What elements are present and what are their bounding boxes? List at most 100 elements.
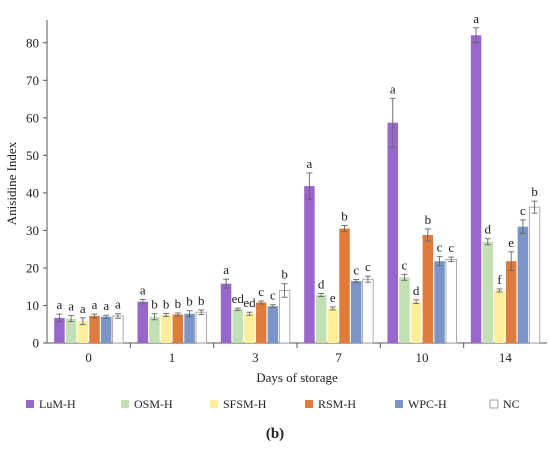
legend-label: SFSM-H — [223, 397, 267, 411]
bar-lum-h — [387, 122, 398, 343]
legend-swatch-osm-h — [121, 400, 129, 408]
x-tick-label: 0 — [85, 350, 92, 365]
bar-sfsm-h — [410, 301, 422, 343]
bar-sfsm-h — [327, 308, 339, 343]
significance-letter: c — [437, 240, 443, 255]
significance-letter: c — [365, 259, 371, 274]
significance-letter: b — [186, 294, 193, 309]
bar-sfsm-h — [160, 314, 172, 343]
significance-letter: a — [57, 297, 63, 312]
y-tick-label: 70 — [26, 73, 39, 88]
x-tick-label: 14 — [499, 350, 513, 365]
bar-wpc-h — [100, 316, 112, 343]
significance-letter: c — [448, 240, 454, 255]
significance-letter: c — [258, 284, 264, 299]
legend-label: RSM-H — [318, 397, 356, 411]
significance-letter: b — [425, 212, 432, 227]
significance-letter: b — [341, 209, 348, 224]
y-tick-label: 10 — [26, 298, 39, 313]
y-tick-label: 50 — [26, 148, 39, 163]
bar-osm-h — [149, 316, 160, 343]
bar-lum-h — [54, 317, 65, 343]
bar-sfsm-h — [77, 321, 89, 343]
panel-label: (b) — [266, 426, 284, 442]
bar-osm-h — [232, 309, 244, 343]
significance-letter: e — [508, 235, 514, 250]
bar-wpc-h — [184, 313, 195, 343]
legend-swatch-lum-h — [26, 400, 34, 408]
significance-letter: e — [330, 290, 336, 305]
significance-letter: d — [413, 283, 420, 298]
x-tick-label: 7 — [335, 350, 342, 365]
bar-wpc-h — [350, 281, 362, 343]
bar-wpc-h — [517, 226, 529, 343]
bar-rsm-h — [172, 314, 184, 343]
significance-letter: a — [390, 81, 396, 96]
legend-swatch-wpc-h — [395, 400, 403, 408]
significance-letter: a — [223, 262, 229, 277]
significance-letter: b — [531, 184, 538, 199]
bar-nc — [112, 315, 124, 344]
significance-letter: a — [307, 156, 313, 171]
bar-wpc-h — [434, 261, 445, 343]
bar-lum-h — [470, 35, 482, 344]
y-tick-label: 60 — [26, 110, 39, 125]
legend-swatch-nc — [489, 399, 499, 409]
x-tick-label: 1 — [169, 350, 176, 365]
significance-letter: a — [115, 297, 121, 312]
significance-letter: d — [485, 222, 492, 237]
legend-label: WPC-H — [408, 397, 447, 411]
bar-lum-h — [220, 283, 232, 343]
bar-sfsm-h — [494, 290, 505, 343]
significance-letter: b — [163, 296, 170, 311]
significance-letter: a — [80, 301, 86, 316]
significance-letter: a — [68, 299, 74, 314]
significance-letter: c — [402, 257, 408, 272]
significance-letter: b — [151, 297, 158, 312]
bar-osm-h — [399, 277, 410, 343]
x-tick-label: 10 — [416, 350, 429, 365]
significance-letter: b — [281, 267, 288, 282]
significance-letter: f — [497, 272, 502, 287]
significance-letter: c — [270, 288, 276, 303]
significance-letter: b — [198, 293, 205, 308]
bar-sfsm-h — [244, 313, 255, 343]
legend-swatch-rsm-h — [305, 400, 313, 408]
bar-rsm-h — [422, 234, 434, 343]
bar-rsm-h — [255, 302, 267, 343]
bar-nc — [528, 206, 541, 344]
y-tick-label: 80 — [26, 35, 39, 50]
y-tick-label: 0 — [33, 336, 40, 351]
significance-letter: a — [473, 11, 479, 26]
x-axis-title: Days of storage — [256, 370, 338, 385]
y-tick-label: 40 — [26, 185, 39, 200]
bar-osm-h — [65, 318, 77, 343]
bar-wpc-h — [267, 306, 279, 343]
x-tick-label: 3 — [252, 350, 259, 365]
bar-lum-h — [137, 301, 148, 343]
legend-label: OSM-H — [134, 397, 173, 411]
significance-letter: a — [92, 297, 98, 312]
bar-rsm-h — [339, 228, 350, 343]
bar-osm-h — [315, 294, 327, 343]
significance-letter: a — [103, 298, 109, 313]
legend-label: LuM-H — [39, 397, 76, 411]
y-axis-title: Anisidine Index — [4, 141, 19, 225]
legend-swatch-sfsm-h — [210, 400, 218, 408]
bar-rsm-h — [89, 315, 100, 343]
significance-letter: ed — [243, 295, 256, 310]
bar-nc — [362, 278, 374, 344]
bar-nc — [195, 311, 207, 344]
bar-nc — [278, 290, 291, 344]
significance-letter: c — [520, 203, 526, 218]
significance-letter: a — [140, 282, 146, 297]
bar-nc — [445, 258, 457, 344]
bar-osm-h — [482, 241, 494, 343]
significance-letter: c — [353, 263, 359, 278]
y-tick-label: 30 — [26, 223, 39, 238]
bar-rsm-h — [505, 261, 517, 343]
y-tick-label: 20 — [26, 260, 39, 275]
significance-letter: b — [175, 296, 182, 311]
